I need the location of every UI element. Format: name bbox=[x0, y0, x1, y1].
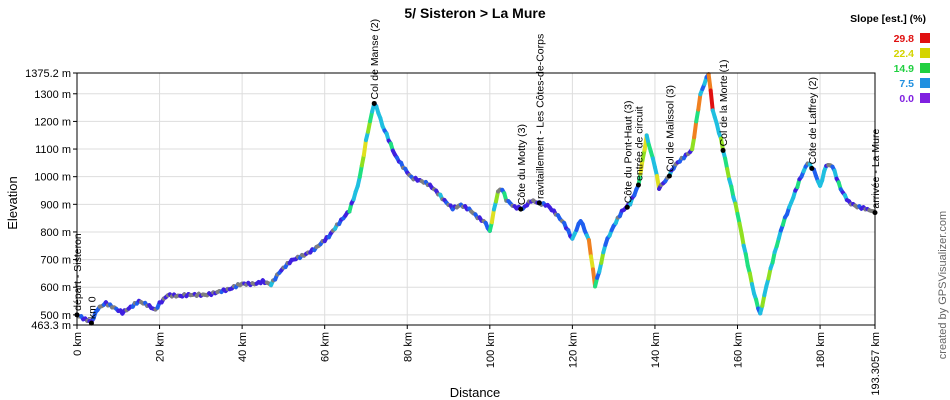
profile-segment bbox=[638, 157, 645, 176]
y-tick-label: 700 m bbox=[40, 255, 71, 267]
x-tick-label: 0 km bbox=[72, 332, 84, 356]
waypoint-label: Col de Malissol (3) bbox=[664, 85, 676, 172]
waypoint-label: Côte du Pont-Haut (3) bbox=[622, 101, 634, 204]
profile-segment bbox=[692, 119, 699, 140]
profile-segment bbox=[489, 207, 496, 225]
legend-value: 29.8 bbox=[894, 33, 915, 45]
legend-value: 0.0 bbox=[899, 93, 914, 105]
y-tick-label: 500 m bbox=[40, 310, 71, 322]
x-tick-label: 120 km bbox=[567, 332, 579, 368]
profile-segment bbox=[708, 88, 715, 113]
x-tick-label: 100 km bbox=[485, 332, 497, 368]
legend-swatch bbox=[920, 33, 930, 43]
legend-value: 22.4 bbox=[894, 48, 915, 60]
x-tick-label: 140 km bbox=[650, 332, 662, 368]
legend-swatch bbox=[920, 63, 930, 73]
waypoint-dot bbox=[518, 206, 524, 212]
waypoint-label: entrée de circuit bbox=[633, 106, 645, 181]
profile-segment bbox=[706, 72, 713, 93]
y-tick-label: 1100 m bbox=[35, 144, 71, 156]
waypoint-dot bbox=[720, 147, 726, 153]
x-tick-labels: 0 km 20 km 40 km 60 km 80 km 100 km 120 km 140 … bbox=[72, 332, 882, 396]
waypoint-markers: départ - Sisteron km 0 Col de Manse (2) Côt… bbox=[72, 19, 882, 326]
y-tick-label: 900 m bbox=[40, 199, 71, 211]
chart-title: 5/ Sisteron > La Mure bbox=[404, 5, 545, 21]
waypoint-label: Col de Manse (2) bbox=[369, 19, 381, 100]
y-tick-label: 463.3 m bbox=[31, 320, 71, 332]
x-tick-label: 193.3057 km bbox=[870, 332, 882, 396]
waypoint-label: ravitaillement - Les Côtes-de-Corps bbox=[534, 34, 546, 199]
x-tick-label: 40 km bbox=[237, 332, 249, 362]
y-tick-label: 1200 m bbox=[34, 116, 71, 128]
profile-segment bbox=[694, 107, 701, 124]
x-tick-label: 80 km bbox=[402, 332, 414, 362]
profile-segment bbox=[588, 254, 596, 272]
waypoint-label: arrivée - La Mure bbox=[870, 129, 882, 209]
waypoint-dot bbox=[536, 200, 542, 206]
x-tick-label: 160 km bbox=[733, 332, 745, 368]
legend-title: Slope [est.] (%) bbox=[850, 13, 926, 25]
profile-segment bbox=[696, 92, 703, 112]
profile-segment bbox=[690, 135, 697, 152]
x-tick-label: 20 km bbox=[155, 332, 167, 362]
x-tick-label: 180 km bbox=[815, 332, 827, 368]
profile-segment bbox=[586, 238, 593, 259]
x-tick-label: 60 km bbox=[320, 332, 332, 362]
legend-swatch bbox=[920, 93, 930, 103]
profile-segment bbox=[361, 138, 368, 157]
legend-value: 7.5 bbox=[899, 78, 914, 90]
waypoint-dot bbox=[809, 165, 815, 171]
waypoint-dot bbox=[371, 100, 377, 106]
waypoint-label: km 0 bbox=[86, 296, 98, 319]
plot-frame bbox=[76, 72, 876, 326]
y-axis-title: Elevation bbox=[5, 176, 20, 229]
waypoint-label: Côte de Laffrey (2) bbox=[807, 77, 819, 164]
legend-swatch bbox=[920, 78, 930, 88]
y-tick-label: 800 m bbox=[40, 227, 71, 239]
slope-legend: Slope [est.] (%) 29.8 22.4 14.9 7.5 0.0 bbox=[850, 13, 930, 105]
waypoint-label: Côte du Motty (3) bbox=[516, 124, 528, 205]
waypoint-dot bbox=[635, 182, 641, 188]
waypoint-label: Col de la Morte (1) bbox=[718, 59, 730, 146]
waypoint-dot bbox=[88, 320, 94, 326]
elevation-profile bbox=[75, 72, 877, 324]
waypoint-label: départ - Sisteron bbox=[72, 233, 84, 311]
x-axis-title: Distance bbox=[450, 385, 501, 400]
y-tick-label: 1300 m bbox=[34, 89, 71, 101]
y-tick-label: 600 m bbox=[40, 282, 71, 294]
credit-text: created by GPSVisualizer.com bbox=[937, 211, 949, 359]
waypoint-dot bbox=[624, 204, 630, 210]
legend-swatch bbox=[920, 48, 930, 58]
axes bbox=[76, 72, 876, 326]
y-tick-label: 1000 m bbox=[34, 172, 71, 184]
waypoint-dot bbox=[666, 173, 672, 179]
y-tick-label: 1375.2 m bbox=[25, 68, 71, 80]
legend-value: 14.9 bbox=[894, 63, 915, 75]
